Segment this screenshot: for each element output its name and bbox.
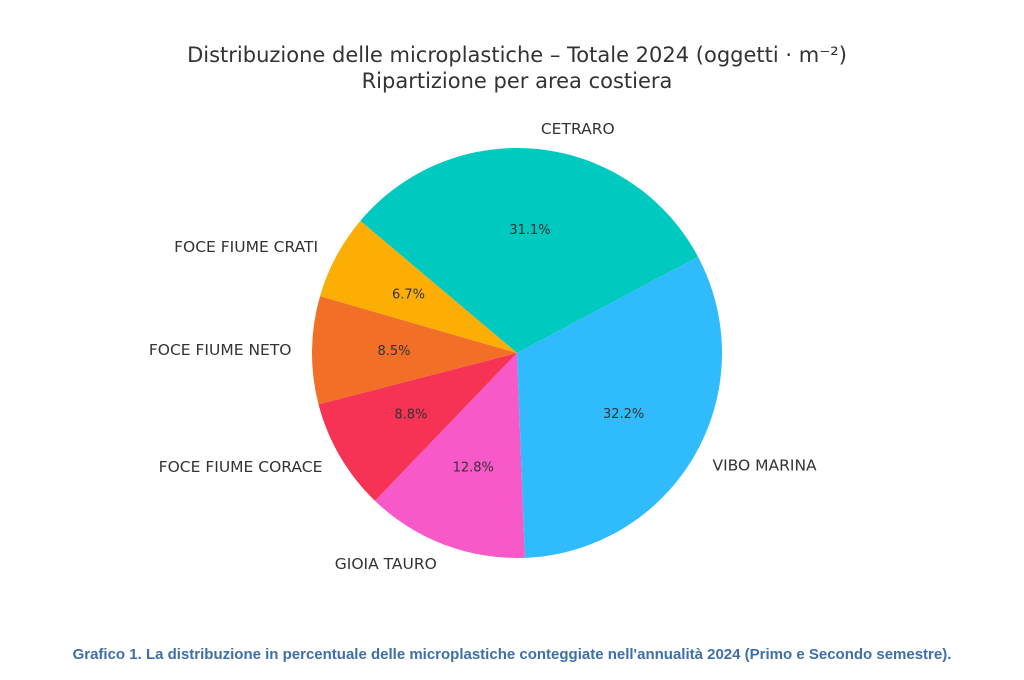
pie-category-label: FOCE FIUME CORACE — [159, 458, 323, 476]
pie-slice-cetraro — [360, 147, 699, 353]
pie-slice-foce-fiume-crati — [319, 220, 517, 353]
figure-caption: Grafico 1. La distribuzione in percentua… — [72, 646, 952, 663]
pie-category-label: VIBO MARINA — [712, 456, 817, 474]
pie-percent-label: 8.5% — [377, 344, 410, 359]
pie-slice-foce-fiume-neto — [311, 296, 517, 405]
pie-category-label: CETRARO — [541, 120, 615, 138]
pie-percent-label: 31.1% — [509, 223, 550, 238]
pie-slice-vibo-marina — [517, 256, 722, 558]
pie-labels: 31.1% CETRARO 6.7% FOCE FIUME CRATI 8.5% FOCE… — [149, 120, 817, 573]
chart-subtitle: Ripartizione per area costiera — [362, 69, 673, 93]
pie-percent-label: 8.8% — [394, 408, 427, 423]
pie-category-label: FOCE FIUME NETO — [149, 341, 292, 359]
chart-title: Distribuzione delle microplastiche – Tot… — [187, 43, 847, 67]
pie-percent-label: 12.8% — [453, 460, 494, 475]
pie-slices — [311, 147, 722, 558]
pie-category-label: GIOIA TAURO — [335, 555, 437, 573]
pie-slice-gioia-tauro — [375, 353, 525, 558]
pie-percent-label: 32.2% — [603, 407, 644, 422]
pie-percent-label: 6.7% — [392, 288, 425, 303]
pie-slice-foce-fiume-corace — [318, 353, 517, 501]
pie-category-label: FOCE FIUME CRATI — [174, 238, 318, 256]
